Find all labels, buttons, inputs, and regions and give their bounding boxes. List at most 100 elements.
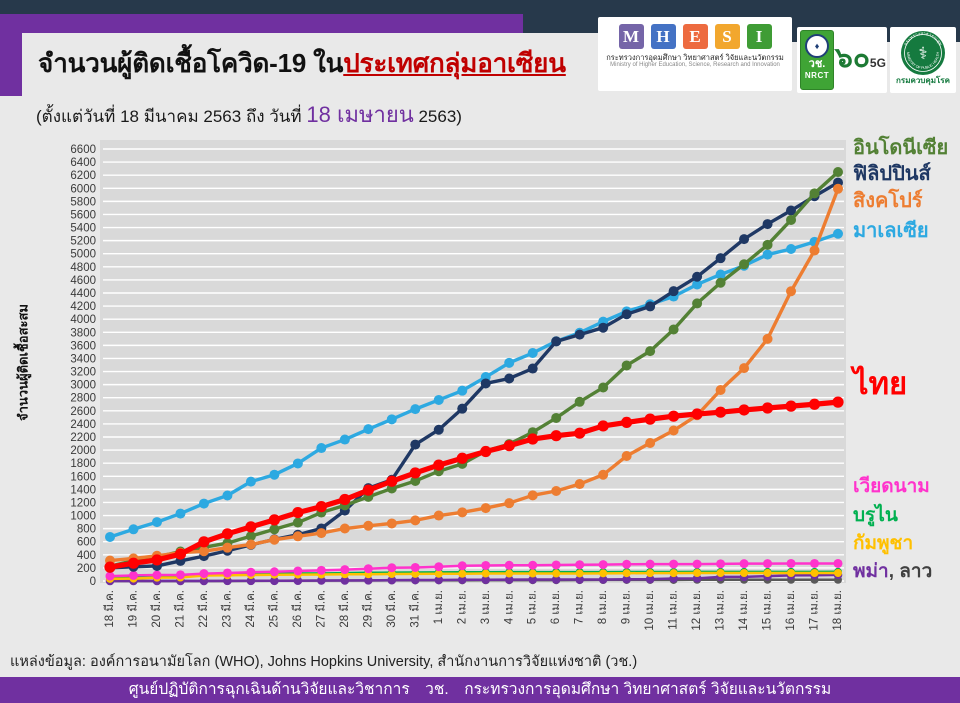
data-point-thailand [315,501,327,513]
svg-text:23 มี.ค.: 23 มี.ค. [220,590,233,628]
data-point-myanmar [504,575,514,584]
y-axis-title: จำนวนผู้ติดเชื้อสะสม [15,304,31,421]
svg-text:24 มี.ค.: 24 มี.ค. [244,590,257,628]
data-point-vietnam [128,570,138,580]
data-point-malaysia [433,394,444,405]
data-point-thailand [668,410,680,422]
data-point-singapore [363,520,374,531]
mhesi-letter-e: E [682,24,708,49]
data-point-thailand [127,557,140,569]
data-point-cambodia [575,569,584,578]
data-point-indonesia [574,396,585,407]
data-point-myanmar [246,576,256,586]
data-point-philippines [692,271,703,282]
data-point-indonesia [598,382,609,393]
data-point-malaysia [316,443,327,454]
data-point-cambodia [669,569,678,578]
svg-text:13 เม.ย.: 13 เม.ย. [715,590,727,631]
data-point-indonesia [715,277,726,288]
data-point-indonesia [621,360,632,371]
data-point-thailand [104,561,116,573]
data-point-malaysia [504,357,515,368]
legend-label-part: , ลาว [888,561,933,582]
data-point-singapore [480,503,491,514]
data-point-thailand [808,398,821,410]
data-point-malaysia [715,269,726,280]
data-point-thailand [292,506,304,519]
data-point-malaysia [245,476,256,487]
svg-text:30 มี.ค.: 30 มี.ค. [385,590,398,628]
data-point-cambodia [528,569,537,578]
svg-text:5400: 5400 [70,223,96,235]
data-point-myanmar [364,576,373,585]
data-point-indonesia [668,324,679,335]
data-point-myanmar [317,576,326,585]
svg-text:8 เม.ย.: 8 เม.ย. [597,590,609,624]
data-point-myanmar [622,574,631,584]
mhesi-letter-h: H [650,24,676,49]
legend-label-7: กัมพูชา [853,533,914,554]
svg-text:6400: 6400 [70,157,96,169]
data-point-indonesia [809,188,820,199]
legend-label-3: มาเลเซีย [853,220,929,242]
data-point-singapore [645,438,656,449]
data-point-vietnam [528,560,538,570]
svg-text:7 เม.ย.: 7 เม.ย. [574,590,586,624]
svg-text:5 เม.ย.: 5 เม.ย. [527,590,539,624]
svg-text:28 มี.ค.: 28 มี.ค. [338,590,351,628]
ddc-caption: กรมควบคุมโรค [896,76,950,85]
data-point-cambodia [810,569,819,578]
data-point-indonesia [762,239,773,250]
svg-text:2400: 2400 [70,419,96,431]
svg-text:17 เม.ย.: 17 เม.ย. [809,590,821,631]
data-point-philippines [527,363,538,374]
data-point-thailand [198,536,210,548]
data-point-indonesia [410,475,421,486]
mhesi-letter-s: S [714,24,740,49]
legend-label-6: บรูไน [853,505,898,526]
data-point-thailand [386,475,398,487]
nrct-60-glyph: ๖๐ [835,41,870,73]
svg-text:0: 0 [90,576,96,588]
data-point-singapore [198,546,209,557]
data-point-singapore [551,486,562,496]
data-point-philippines [410,439,421,450]
data-point-philippines [715,253,726,264]
mhesi-caption-english: Ministry of Higher Education, Science, R… [610,62,780,68]
legend-label-5: เวียดนาม [853,476,930,497]
series-thailand [104,396,844,573]
data-point-malaysia [269,469,280,480]
data-point-cambodia [458,569,467,578]
svg-text:18 มี.ค.: 18 มี.ค. [103,590,116,628]
data-point-malaysia [363,424,374,435]
svg-text:5000: 5000 [70,249,96,261]
svg-text:12 เม.ย.: 12 เม.ย. [691,590,703,631]
data-point-cambodia [834,569,842,578]
data-point-cambodia [740,569,749,578]
data-point-vietnam [434,562,444,572]
svg-text:6 เม.ย.: 6 เม.ย. [550,590,562,624]
data-point-vietnam [763,559,773,569]
data-point-malaysia [128,524,139,535]
data-point-thailand [832,396,844,408]
svg-text:3400: 3400 [70,353,96,365]
svg-text:16 เม.ย.: 16 เม.ย. [785,590,797,631]
legend-label-1: ฟิลิปปินส์ [853,163,931,185]
svg-text:1400: 1400 [70,484,96,496]
data-point-vietnam [387,563,397,573]
data-point-malaysia [151,517,162,528]
svg-text:1600: 1600 [70,471,96,483]
data-point-singapore [833,183,843,194]
nrct-emblem-icon: ♦ [805,34,829,58]
moph-seal-icon: กระทรวงสาธารณสุข MINISTRY OF PUBLIC HEAL… [901,31,945,75]
data-point-cambodia [693,569,702,578]
data-point-vietnam [457,561,467,571]
legend-label-2: สิงคโปร์ [853,190,923,212]
data-point-myanmar [481,575,491,584]
subtitle-suffix: 2563) [413,107,462,126]
data-point-thailand [409,467,421,479]
data-point-indonesia [292,517,303,528]
data-point-malaysia [762,249,773,260]
